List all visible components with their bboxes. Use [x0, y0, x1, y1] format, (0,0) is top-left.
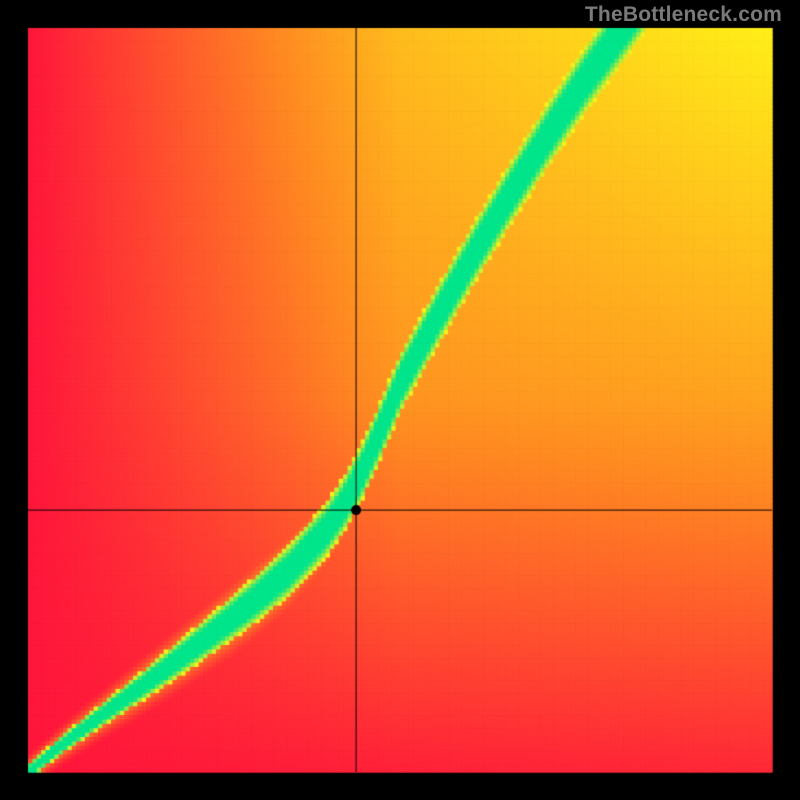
chart-container: TheBottleneck.com	[0, 0, 800, 800]
bottleneck-heatmap	[0, 0, 800, 800]
watermark-text: TheBottleneck.com	[585, 3, 782, 27]
